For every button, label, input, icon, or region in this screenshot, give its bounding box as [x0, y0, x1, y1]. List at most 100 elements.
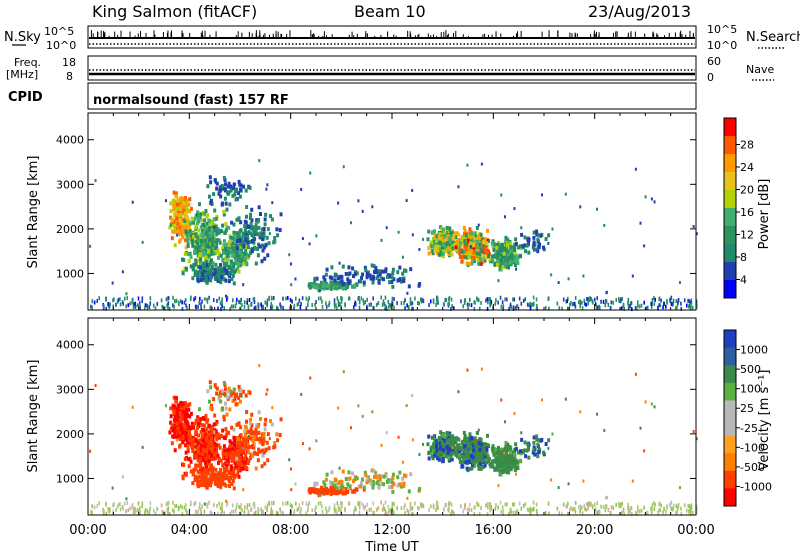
- velocity-cell: [400, 484, 404, 489]
- velocity-cell: [241, 461, 245, 466]
- velocity-cell: [370, 468, 374, 473]
- power-cell: [361, 272, 365, 277]
- velocity-cell: [194, 467, 198, 472]
- velocity-cell: [197, 417, 201, 422]
- velocity-cell: [199, 462, 203, 467]
- velocity-cell: [199, 483, 203, 488]
- velocity-cell: [192, 467, 196, 472]
- velocity-cell: [199, 417, 203, 422]
- velocity-cell: [401, 476, 405, 481]
- power-cell: [282, 296, 284, 301]
- power-cell: [477, 223, 480, 227]
- velocity-cell: [180, 426, 184, 431]
- power-cell: [533, 301, 535, 306]
- power-cell: [685, 303, 688, 308]
- velocity-cell: [429, 449, 433, 454]
- power-cell: [187, 226, 191, 231]
- power-cell: [491, 244, 495, 249]
- velocity-cell: [184, 425, 188, 430]
- velocity-cell: [185, 403, 189, 408]
- power-cell: [487, 251, 491, 256]
- velocity-cell: [205, 469, 209, 474]
- power-cell: [197, 202, 201, 207]
- power-cell: [524, 249, 528, 254]
- power-cell: [107, 302, 109, 307]
- power-cell: [478, 252, 482, 257]
- power-cell: [105, 297, 107, 302]
- velocity-cell: [386, 479, 390, 484]
- power-cell: [508, 250, 512, 255]
- velocity-cell: [311, 489, 315, 494]
- power-cell: [222, 239, 226, 244]
- velocity-cell: [446, 450, 450, 455]
- power-cell: [464, 233, 468, 238]
- velocity-cell: [208, 467, 212, 472]
- velocity-cell: [184, 443, 188, 448]
- power-cell: [306, 303, 309, 308]
- velocity-cell: [225, 430, 229, 435]
- power-cell: [248, 239, 252, 244]
- velocity-cell: [382, 474, 386, 479]
- power-cell: [364, 300, 367, 305]
- power-cell: [372, 305, 375, 310]
- power-cell: [194, 246, 198, 251]
- power-cell: [256, 253, 260, 258]
- power-cell: [211, 261, 215, 266]
- velocity-cell: [478, 459, 482, 464]
- velocity-cell: [476, 449, 480, 454]
- power-cell: [172, 295, 174, 300]
- velocity-cell: [351, 471, 355, 476]
- power-cell: [615, 297, 618, 302]
- power-cell: [361, 209, 364, 213]
- power-cell: [687, 304, 690, 309]
- power-cell: [509, 260, 513, 265]
- power-cell: [203, 297, 206, 301]
- power-cell: [382, 269, 386, 274]
- power-cell: [169, 209, 173, 214]
- power-cell: [496, 247, 500, 252]
- power-cell: [451, 230, 454, 234]
- y-tick-label: 2000: [56, 223, 84, 236]
- power-cell: [238, 263, 242, 268]
- power-cell: [225, 297, 228, 302]
- power-cell: [201, 241, 205, 246]
- velocity-cell: [447, 454, 451, 459]
- power-cell: [463, 229, 467, 234]
- power-cell: [116, 299, 119, 304]
- velocity-cell: [210, 429, 214, 434]
- velocity-cell: [191, 439, 195, 444]
- power-cell: [469, 241, 473, 246]
- velocity-cell: [258, 449, 262, 454]
- velocity-cell: [208, 439, 212, 444]
- velocity-cell: [344, 476, 348, 481]
- velocity-cell: [435, 443, 439, 448]
- power-cell: [468, 302, 471, 307]
- velocity-cell: [206, 439, 210, 444]
- velocity-cell: [193, 477, 197, 482]
- velocity-cell: [210, 425, 214, 430]
- power-cell: [435, 251, 439, 256]
- power-cell: [254, 246, 258, 251]
- power-cell: [196, 241, 200, 246]
- power-cell: [532, 235, 536, 240]
- power-cell: [669, 299, 672, 304]
- power-cell: [595, 207, 598, 211]
- velocity-cell: [477, 441, 481, 446]
- velocity-cell: [448, 452, 452, 457]
- power-cell: [557, 281, 560, 285]
- velocity-cell: [315, 488, 319, 493]
- power-cell: [268, 295, 270, 300]
- velocity-cell: [182, 411, 186, 416]
- power-cell: [448, 295, 451, 300]
- power-cell: [514, 237, 518, 242]
- velocity-cell: [402, 483, 406, 488]
- power-cell: [229, 247, 233, 252]
- power-cell: [520, 232, 524, 237]
- power-cell: [131, 298, 134, 303]
- power-cell: [535, 232, 539, 237]
- power-cell: [333, 301, 336, 306]
- power-cell: [433, 248, 437, 253]
- velocity-cell: [238, 443, 242, 448]
- power-cell: [485, 241, 489, 246]
- power-cell: [250, 302, 252, 307]
